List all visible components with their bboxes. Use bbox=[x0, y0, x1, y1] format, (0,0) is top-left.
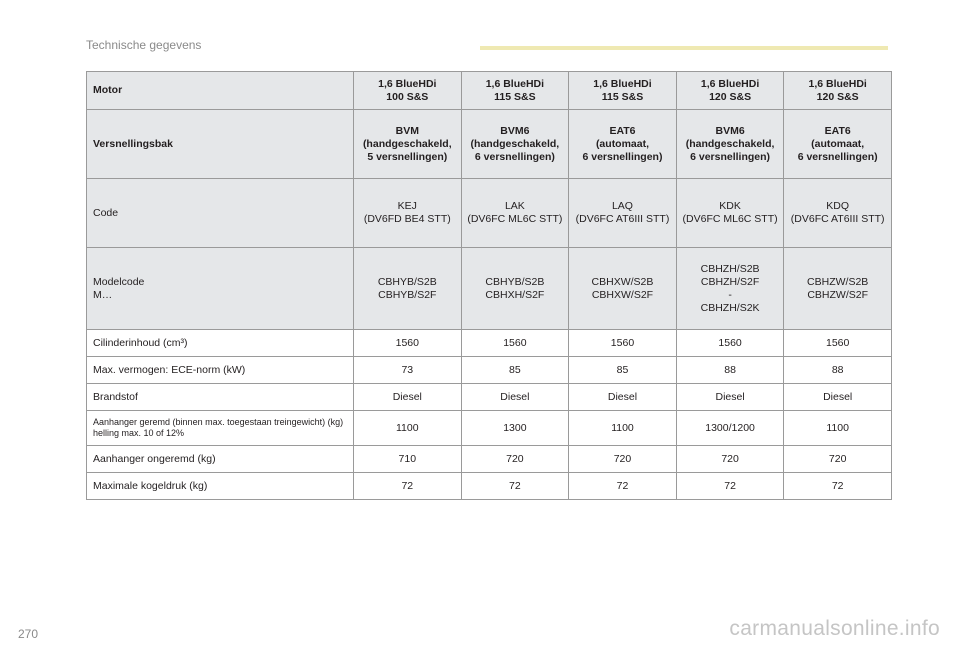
table-cell: 720 bbox=[460, 445, 570, 473]
table-cell: 1560 bbox=[568, 329, 677, 357]
table-cell: 73 bbox=[353, 356, 462, 384]
table-cell: CBHZH/S2B CBHZH/S2F - CBHZH/S2K bbox=[675, 247, 785, 330]
table-cell: LAQ (DV6FC AT6III STT) bbox=[568, 178, 677, 248]
table-cell: 1560 bbox=[353, 329, 462, 357]
row-label: Cilinderinhoud (cm³) bbox=[86, 329, 354, 357]
table-cell: 1560 bbox=[460, 329, 570, 357]
row-label: Maximale kogeldruk (kg) bbox=[86, 472, 354, 500]
table-cell: 1100 bbox=[353, 410, 462, 446]
row-label: Modelcode M… bbox=[86, 247, 354, 330]
table-cell: CBHYB/S2B CBHYB/S2F bbox=[353, 247, 462, 330]
technical-specs-table: Motor 1,6 BlueHDi 100 S&S 1,6 BlueHDi 115 … bbox=[86, 71, 892, 500]
table-cell: KEJ (DV6FD BE4 STT) bbox=[353, 178, 462, 248]
table-cell: CBHZW/S2B CBHZW/S2F bbox=[783, 247, 892, 330]
row-fuel: Brandstof Diesel Diesel Diesel Diesel Di… bbox=[86, 383, 892, 411]
row-label: Aanhanger geremd (binnen max. toegestaan… bbox=[86, 410, 354, 446]
table-cell: 72 bbox=[675, 472, 785, 500]
table-cell: 88 bbox=[783, 356, 892, 384]
row-nose-weight: Maximale kogeldruk (kg) 72 72 72 72 72 bbox=[86, 472, 892, 500]
row-code: Code KEJ (DV6FD BE4 STT) LAK (DV6FC ML6C S… bbox=[86, 178, 892, 248]
table-cell: 710 bbox=[353, 445, 462, 473]
table-cell: EAT6 (automaat, 6 versnellingen) bbox=[568, 109, 677, 179]
table-cell: BVM6 (handgeschakeld, 6 versnellingen) bbox=[675, 109, 785, 179]
table-cell: 1,6 BlueHDi 115 S&S bbox=[460, 71, 570, 110]
table-cell: Diesel bbox=[460, 383, 570, 411]
row-label: Aanhanger ongeremd (kg) bbox=[86, 445, 354, 473]
row-braked-trailer: Aanhanger geremd (binnen max. toegestaan… bbox=[86, 410, 892, 446]
table-cell: 72 bbox=[568, 472, 677, 500]
table-cell: 72 bbox=[783, 472, 892, 500]
row-motor: Motor 1,6 BlueHDi 100 S&S 1,6 BlueHDi 115 … bbox=[86, 71, 892, 110]
watermark: carmanualsonline.info bbox=[729, 617, 940, 640]
header-accent-bar bbox=[480, 46, 888, 50]
table-cell: KDK (DV6FC ML6C STT) bbox=[675, 178, 785, 248]
table-cell: 720 bbox=[568, 445, 677, 473]
table-cell: Diesel bbox=[675, 383, 785, 411]
table-cell: 1300/1200 bbox=[675, 410, 785, 446]
table-cell: 88 bbox=[675, 356, 785, 384]
row-displacement: Cilinderinhoud (cm³) 1560 1560 1560 1560… bbox=[86, 329, 892, 357]
table-cell: 85 bbox=[568, 356, 677, 384]
table-cell: 1,6 BlueHDi 100 S&S bbox=[353, 71, 462, 110]
table-cell: 1100 bbox=[568, 410, 677, 446]
table-cell: 1,6 BlueHDi 115 S&S bbox=[568, 71, 677, 110]
row-label: Motor bbox=[86, 71, 354, 110]
table-cell: EAT6 (automaat, 6 versnellingen) bbox=[783, 109, 892, 179]
table-cell: 1100 bbox=[783, 410, 892, 446]
row-gearbox: Versnellingsbak BVM (handgeschakeld, 5 ver… bbox=[86, 109, 892, 179]
row-unbraked-trailer: Aanhanger ongeremd (kg) 710 720 720 720 … bbox=[86, 445, 892, 473]
row-model-code: Modelcode M… CBHYB/S2B CBHYB/S2F CBHYB/S2B… bbox=[86, 247, 892, 330]
row-label: Code bbox=[86, 178, 354, 248]
table-cell: Diesel bbox=[783, 383, 892, 411]
table-cell: 72 bbox=[353, 472, 462, 500]
table-cell: 72 bbox=[460, 472, 570, 500]
table-cell: LAK (DV6FC ML6C STT) bbox=[460, 178, 570, 248]
section-title: Technische gegevens bbox=[86, 38, 202, 52]
table-cell: 1,6 BlueHDi 120 S&S bbox=[783, 71, 892, 110]
table-cell: 1,6 BlueHDi 120 S&S bbox=[675, 71, 785, 110]
table-cell: 720 bbox=[675, 445, 785, 473]
table-cell: BVM (handgeschakeld, 5 versnellingen) bbox=[353, 109, 462, 179]
table-cell: Diesel bbox=[353, 383, 462, 411]
row-label: Brandstof bbox=[86, 383, 354, 411]
table-cell: 720 bbox=[783, 445, 892, 473]
row-max-power: Max. vermogen: ECE-norm (kW) 73 85 85 88… bbox=[86, 356, 892, 384]
page-number: 270 bbox=[18, 627, 39, 641]
table-cell: BVM6 (handgeschakeld, 6 versnellingen) bbox=[460, 109, 570, 179]
row-label: Max. vermogen: ECE-norm (kW) bbox=[86, 356, 354, 384]
table-cell: Diesel bbox=[568, 383, 677, 411]
table-cell: 1560 bbox=[675, 329, 785, 357]
table-cell: CBHXW/S2B CBHXW/S2F bbox=[568, 247, 677, 330]
table-cell: KDQ (DV6FC AT6III STT) bbox=[783, 178, 892, 248]
row-label: Versnellingsbak bbox=[86, 109, 354, 179]
table-cell: 85 bbox=[460, 356, 570, 384]
table-cell: 1560 bbox=[783, 329, 892, 357]
table-cell: 1300 bbox=[460, 410, 570, 446]
table-cell: CBHYB/S2B CBHXH/S2F bbox=[460, 247, 570, 330]
